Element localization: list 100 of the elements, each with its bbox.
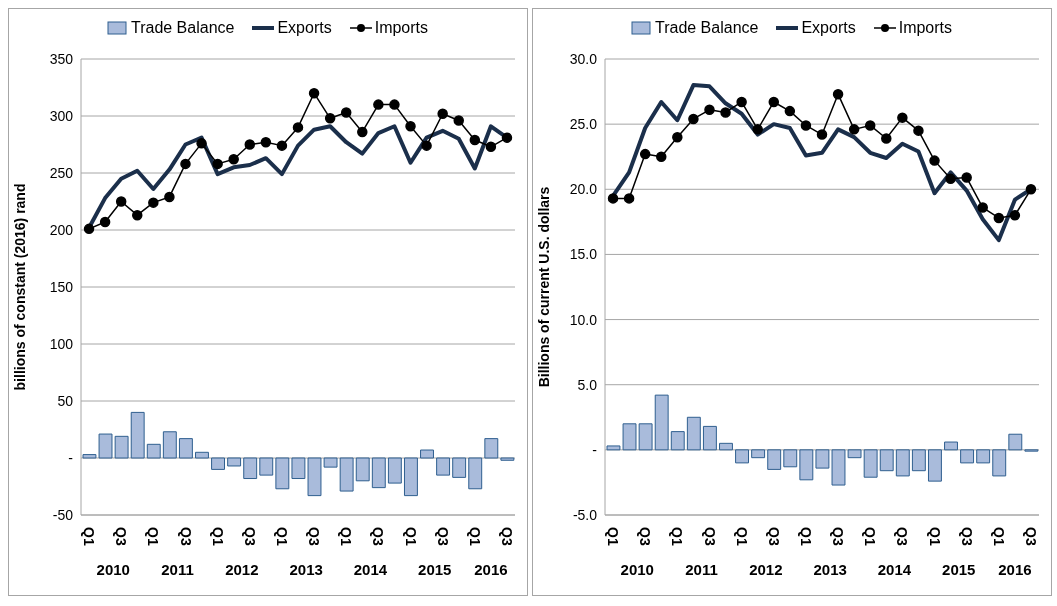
y-axis-title: Billions of current U.S. dollars <box>535 186 552 388</box>
text: 2011 <box>161 561 194 578</box>
y-tick-label: 150 <box>49 278 74 295</box>
x-tick-label: Q3 <box>499 527 516 546</box>
x-tick-label: Q3 <box>765 527 782 546</box>
y-tick-label: - <box>592 441 598 458</box>
legend-label: Imports <box>897 19 953 37</box>
bar <box>195 451 209 459</box>
x-tick-label: Q1 <box>81 527 98 546</box>
x-tick-label: Q1 <box>990 527 1007 546</box>
bar <box>799 449 814 481</box>
point <box>961 172 972 183</box>
point <box>688 113 699 125</box>
point <box>196 138 207 149</box>
point <box>1009 210 1021 221</box>
y-tick-label: 250 <box>49 164 74 181</box>
point <box>373 99 384 110</box>
point <box>913 125 924 136</box>
bar <box>436 457 451 476</box>
legend-label: Exports <box>276 19 332 37</box>
text: 2016 <box>474 561 508 578</box>
text: 2013 <box>289 561 323 578</box>
x-tick-label: Q1 <box>209 527 226 546</box>
y-tick-label: 5.0 <box>577 376 598 393</box>
point <box>672 131 683 143</box>
x-tick-label: Q1 <box>402 527 419 546</box>
x-tick-label: Q1 <box>669 527 686 546</box>
y-tick-label: -50 <box>52 506 74 523</box>
legend-label: Exports <box>800 19 856 37</box>
bar <box>387 457 402 484</box>
bar <box>654 394 669 451</box>
bar <box>944 441 958 451</box>
point <box>639 148 651 160</box>
text: 2013 <box>813 561 847 578</box>
point <box>421 140 432 151</box>
y-tick-label: 350 <box>49 50 74 67</box>
x-tick-label: Q1 <box>926 527 943 546</box>
y-tick-label: 30.0 <box>569 50 598 67</box>
point <box>485 141 497 153</box>
point <box>623 193 635 204</box>
point <box>437 108 448 119</box>
bar <box>211 457 226 470</box>
bar <box>339 457 354 492</box>
bar <box>976 449 991 464</box>
bar <box>719 442 733 451</box>
point <box>260 136 272 148</box>
bar <box>484 438 499 459</box>
x-tick-label: Q1 <box>798 527 815 546</box>
point <box>292 122 304 133</box>
bar <box>403 457 418 497</box>
point <box>929 155 940 166</box>
point <box>881 133 892 144</box>
bar <box>735 449 750 464</box>
bar <box>1008 433 1023 451</box>
y-tick-label: 10.0 <box>569 311 598 328</box>
x-tick-label: Q3 <box>370 527 387 546</box>
bar <box>927 449 942 482</box>
x-tick-label: Q1 <box>733 527 750 546</box>
point <box>99 216 111 228</box>
point <box>784 105 796 117</box>
text: 2010 <box>620 561 654 578</box>
point <box>977 202 988 213</box>
point <box>324 113 336 124</box>
point <box>752 124 763 135</box>
y-tick-label: 50 <box>57 392 74 409</box>
point <box>993 212 1005 224</box>
point <box>704 104 715 116</box>
text: 2011 <box>685 561 718 578</box>
point <box>276 140 288 151</box>
point <box>164 191 175 203</box>
text: 2010 <box>96 561 130 578</box>
legend-label: Trade Balance <box>129 19 235 37</box>
bar <box>468 457 483 490</box>
x-tick-label: Q1 <box>862 527 879 546</box>
bar <box>686 416 701 451</box>
point <box>244 139 256 150</box>
point <box>656 151 667 162</box>
text: 2012 <box>225 561 259 578</box>
y-tick-label: 200 <box>49 221 74 238</box>
point <box>1025 184 1037 195</box>
bar <box>863 449 878 478</box>
bar <box>162 431 177 459</box>
point <box>148 197 159 208</box>
y-axis-title: billions of constant (2016) rand <box>11 183 28 391</box>
point <box>501 132 513 143</box>
text: 2014 <box>877 561 912 578</box>
point <box>453 115 464 126</box>
x-tick-label: Q3 <box>434 527 451 546</box>
x-tick-label: Q3 <box>177 527 194 546</box>
bar <box>670 431 685 451</box>
text: 2012 <box>749 561 783 578</box>
bar <box>130 411 145 459</box>
point <box>212 158 223 170</box>
bar <box>452 457 467 478</box>
bar <box>178 438 193 459</box>
x-tick-label: Q3 <box>241 527 258 546</box>
x-tick-label: Q3 <box>306 527 323 546</box>
point <box>389 99 400 110</box>
bar <box>420 449 434 459</box>
point <box>736 96 747 108</box>
